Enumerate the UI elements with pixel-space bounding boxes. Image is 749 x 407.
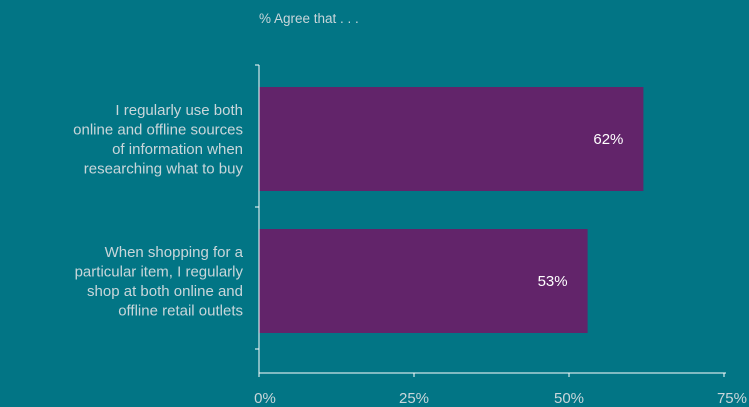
category-label-2-line-4: offline retail outlets <box>118 302 243 319</box>
category-label-1-line-3: of information when <box>112 141 243 158</box>
data-label-2: 53% <box>538 273 568 290</box>
x-tick-label-1: 0% <box>254 390 276 407</box>
x-tick-label-4: 75% <box>717 390 747 407</box>
data-label-1: 62% <box>593 131 623 148</box>
chart-title: % Agree that . . . <box>259 11 359 26</box>
bar-1 <box>259 87 644 191</box>
category-labels-group: I regularly use both online and offline s… <box>73 102 244 320</box>
x-tick-label-3: 50% <box>554 390 584 407</box>
x-tick-label-2: 25% <box>399 390 429 407</box>
bars-group: 62% 53% <box>259 87 644 333</box>
category-label-2-line-3: shop at both online and <box>87 283 243 300</box>
category-label-1-line-1: I regularly use both <box>115 102 243 119</box>
category-label-2-line-1: When shopping for a <box>105 244 244 261</box>
category-label-1-line-2: online and offline sources <box>73 121 243 138</box>
bar-2 <box>259 229 588 333</box>
axes-group: 0% 25% 50% 75% <box>254 64 747 407</box>
category-label-2-line-2: particular item, I regularly <box>75 263 244 280</box>
category-label-1-line-4: researching what to buy <box>84 160 244 177</box>
